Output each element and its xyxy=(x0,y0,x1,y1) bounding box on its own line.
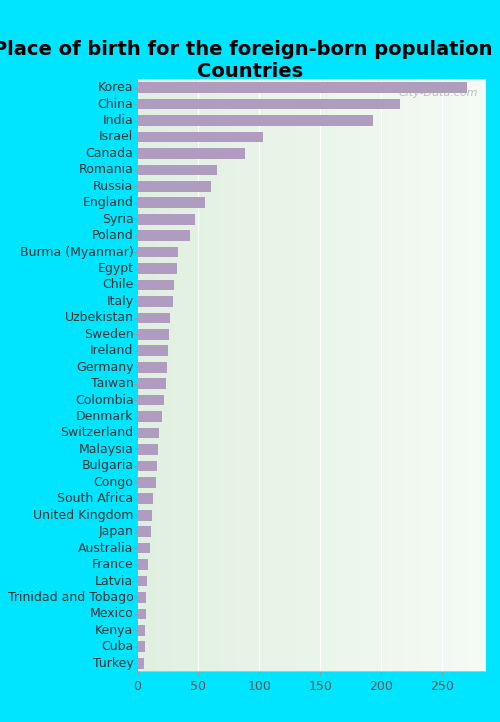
Bar xyxy=(138,329,169,339)
Text: China: China xyxy=(98,97,134,110)
Text: Poland: Poland xyxy=(92,229,134,242)
Bar xyxy=(138,575,147,586)
Bar xyxy=(138,247,177,258)
Text: Taiwan: Taiwan xyxy=(91,377,134,390)
Text: Chile: Chile xyxy=(102,279,134,292)
Bar xyxy=(138,378,166,389)
Text: Mexico: Mexico xyxy=(90,607,134,620)
Text: Switzerland: Switzerland xyxy=(60,427,134,440)
Bar xyxy=(138,230,190,241)
Text: Japan: Japan xyxy=(98,525,134,538)
Text: England: England xyxy=(82,196,134,209)
Text: United Kingdom: United Kingdom xyxy=(33,509,134,522)
Bar xyxy=(138,477,156,487)
Text: Russia: Russia xyxy=(93,180,134,193)
Bar xyxy=(138,148,245,159)
Text: Italy: Italy xyxy=(106,295,134,308)
Bar xyxy=(138,444,158,455)
Text: Syria: Syria xyxy=(102,213,134,226)
Bar xyxy=(138,395,164,406)
Text: Place of birth for the foreign-born population -
Countries: Place of birth for the foreign-born popu… xyxy=(0,40,500,81)
Bar xyxy=(138,99,400,110)
Bar xyxy=(138,279,174,290)
Text: Kenya: Kenya xyxy=(95,624,134,637)
Bar xyxy=(138,592,146,603)
Bar xyxy=(138,181,210,191)
Text: Latvia: Latvia xyxy=(95,575,134,588)
Text: India: India xyxy=(103,114,134,127)
Text: South Africa: South Africa xyxy=(58,492,134,505)
Bar xyxy=(138,116,373,126)
Text: Israel: Israel xyxy=(99,131,134,144)
Bar xyxy=(138,560,148,570)
Bar xyxy=(138,510,152,521)
Text: Sweden: Sweden xyxy=(84,328,134,341)
Bar xyxy=(138,197,204,208)
Text: Germany: Germany xyxy=(76,361,134,374)
Text: Canada: Canada xyxy=(86,147,134,160)
Bar xyxy=(138,658,143,669)
Text: Congo: Congo xyxy=(94,476,134,489)
Text: Denmark: Denmark xyxy=(76,410,134,423)
Bar xyxy=(138,362,167,373)
Text: Colombia: Colombia xyxy=(75,393,134,406)
Bar xyxy=(138,461,157,471)
Bar xyxy=(138,609,146,619)
Bar xyxy=(138,214,195,225)
Bar xyxy=(138,493,154,504)
Bar xyxy=(138,264,176,274)
Bar xyxy=(138,313,170,323)
Text: Egypt: Egypt xyxy=(98,262,134,275)
Bar xyxy=(138,543,149,554)
Text: Romania: Romania xyxy=(78,163,134,176)
Text: Turkey: Turkey xyxy=(93,657,134,670)
Bar xyxy=(138,345,168,356)
Text: City-Data.com: City-Data.com xyxy=(398,88,478,98)
Bar xyxy=(138,131,263,142)
Text: France: France xyxy=(92,558,134,571)
Bar xyxy=(138,82,466,93)
Bar xyxy=(138,625,145,635)
Bar xyxy=(138,641,145,652)
Text: Uzbekistan: Uzbekistan xyxy=(64,311,134,324)
Text: Trinidad and Tobago: Trinidad and Tobago xyxy=(8,591,134,604)
Bar xyxy=(138,296,173,307)
Bar xyxy=(138,165,217,175)
Text: Burma (Myanmar): Burma (Myanmar) xyxy=(20,245,134,258)
Text: Australia: Australia xyxy=(78,542,134,554)
Text: Malaysia: Malaysia xyxy=(78,443,134,456)
Bar xyxy=(138,412,162,422)
Bar xyxy=(138,526,151,537)
Text: Ireland: Ireland xyxy=(90,344,134,357)
Text: Bulgaria: Bulgaria xyxy=(82,459,134,472)
Bar xyxy=(138,427,160,438)
Text: Cuba: Cuba xyxy=(101,640,134,653)
Text: Korea: Korea xyxy=(98,81,134,94)
